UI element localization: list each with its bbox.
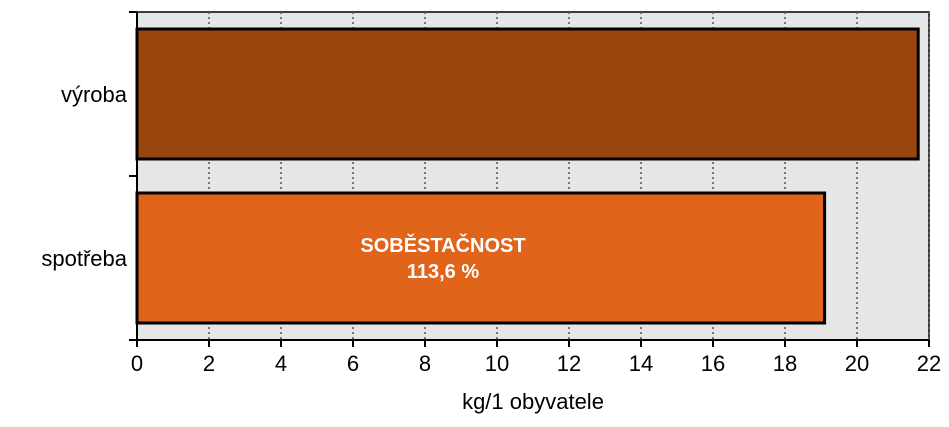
x-tick-label: 16 [701, 351, 725, 376]
x-tick-label: 6 [347, 351, 359, 376]
bar-0 [135, 27, 920, 161]
annotation: SOBĚSTAČNOST 113,6 % [360, 233, 525, 283]
bar-1 [135, 191, 827, 325]
x-tick-label: 14 [629, 351, 653, 376]
y-tick-labels: výroba spotřeba [41, 82, 127, 271]
y-tick-label: výroba [61, 82, 128, 107]
x-tick-label: 20 [845, 351, 869, 376]
x-tick-label: 8 [419, 351, 431, 376]
x-tick-label: 22 [917, 351, 941, 376]
annotation-line: SOBĚSTAČNOST [360, 233, 525, 257]
x-tick-label: 18 [773, 351, 797, 376]
x-tick-label: 12 [557, 351, 581, 376]
y-tick-label: spotřeba [41, 246, 127, 271]
x-tick-label: 2 [203, 351, 215, 376]
annotation-line: 113,6 % [407, 261, 480, 283]
x-tick-label: 4 [275, 351, 287, 376]
bars [135, 27, 920, 325]
x-tick-labels: 0 2 4 6 8 10 12 14 16 18 20 22 [131, 351, 941, 376]
axes [129, 11, 930, 347]
x-tick-label: 10 [485, 351, 509, 376]
x-axis-label: kg/1 obyvatele [462, 389, 604, 414]
x-tick-label: 0 [131, 351, 143, 376]
